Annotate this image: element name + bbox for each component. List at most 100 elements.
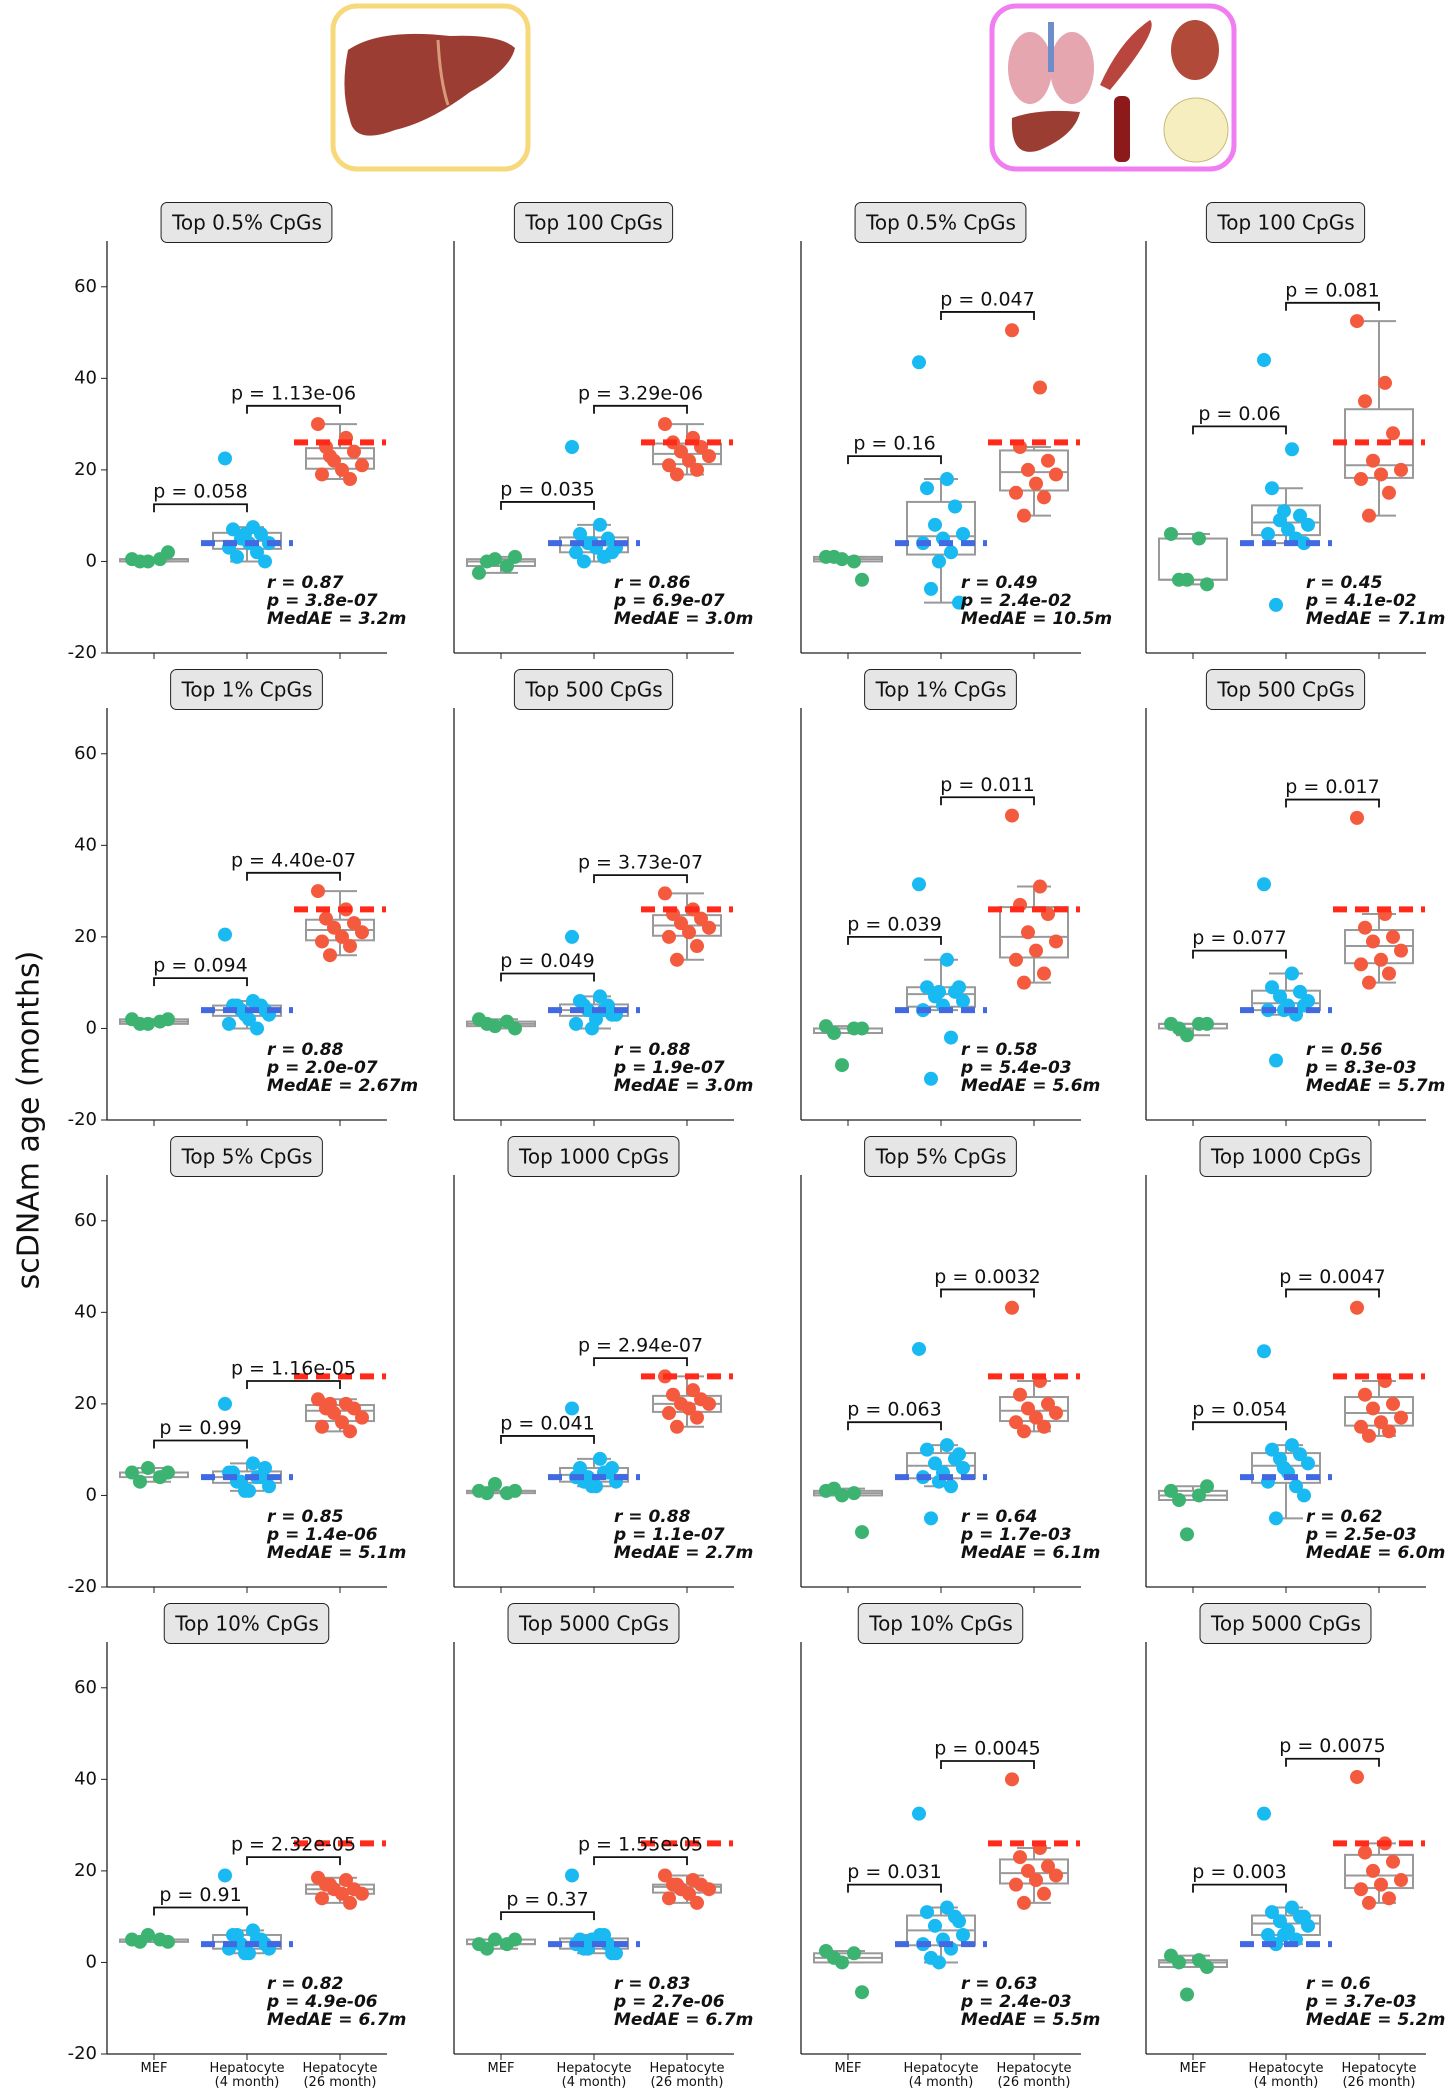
point [956,993,970,1008]
point [258,554,272,569]
comparison-bracket [153,1439,248,1449]
point [1029,943,1043,958]
point [670,467,684,482]
comparison-label: p = 3.73e-07 [578,852,703,874]
point [847,1946,861,1961]
stats-annotation: MedAE = 5.5m [961,2010,1100,2030]
point [1374,467,1388,482]
point [1180,1527,1194,1542]
y-tick-label: 40 [74,834,97,855]
comparison-bracket [940,311,1035,320]
comparison-label: p = 0.16 [853,433,935,455]
point [335,462,349,477]
x-tick-label-line: (26 month) [650,2075,723,2090]
point [262,1479,276,1494]
box [1158,537,1228,581]
point [343,939,357,954]
panel-title: Top 10% CpGs [174,1612,319,1636]
point [1200,1016,1214,1031]
point [218,1396,232,1411]
point [686,1383,700,1398]
point [1049,467,1063,482]
point [1261,1927,1275,1942]
comparison-label: p = 0.011 [940,774,1034,796]
point [658,1868,672,1883]
point [1285,1900,1299,1915]
point [956,1460,970,1475]
point [1293,984,1307,999]
panel-title-box [170,1136,323,1177]
point [238,1483,252,1498]
comparison-bracket [246,871,341,881]
stats-annotation: r = 0.87 [267,573,344,593]
y-tick-label: 0 [86,1484,97,1505]
point [855,1021,869,1036]
comparison-bracket [593,874,688,884]
point [488,1477,502,1491]
point [565,1868,579,1883]
panel-title: Top 1% CpGs [875,678,1007,702]
point [327,920,341,935]
y-tick-label: 20 [74,1393,97,1414]
stats-annotation: r = 0.86 [614,573,691,593]
point [1017,508,1031,523]
x-tick-label: Hepatocyte (26 month) [1342,2061,1417,2090]
point [1273,1914,1287,1929]
point [585,1021,599,1036]
comparison-bracket [1192,425,1287,435]
point [1386,426,1400,441]
point [920,980,934,995]
point [577,554,591,569]
x-tick-label-line: Hepatocyte [997,2061,1072,2076]
point [1029,1873,1043,1888]
point [682,1886,696,1901]
point [956,1927,970,1942]
point [161,1934,175,1949]
panel-title-box [1199,1603,1372,1644]
comparison-bracket [246,1380,341,1389]
organs-icon [989,3,1237,172]
point [1285,1438,1299,1453]
comparison-bracket [1285,798,1380,808]
panel-title: Top 100 CpGs [524,211,662,235]
y-tick-label: 0 [86,1951,97,1972]
point [569,545,583,560]
point [230,549,244,564]
stats-annotation: MedAE = 6.7m [614,2010,753,2030]
comparison-bracket [153,977,248,987]
x-tick-label: Hepatocyte (4 month) [904,2061,979,2090]
panel-title: Top 1000 CpGs [518,1145,669,1169]
point [323,1396,337,1411]
stats-annotation: r = 0.49 [961,573,1038,593]
point [1265,481,1279,496]
point [1382,1891,1396,1906]
point [593,517,607,532]
point [1029,1410,1043,1425]
point [912,877,926,892]
point [1293,508,1307,523]
comparison-bracket [500,501,595,510]
point [472,565,486,580]
point [835,1955,849,1970]
comparison-label: p = 0.047 [940,288,1034,310]
point [1017,975,1031,990]
x-tick-label: MEF [141,2061,168,2076]
comparison-bracket [940,1760,1035,1770]
point [335,929,349,944]
point [1358,394,1372,409]
point [1362,975,1376,990]
point [141,1927,155,1942]
point [1265,980,1279,995]
stats-annotation: p = 3.8e-07 [266,591,378,611]
point [1021,1863,1035,1878]
point [1009,952,1023,967]
x-tick-label: Hepatocyte (26 month) [303,2061,378,2090]
point [948,499,962,514]
point [1200,1479,1214,1494]
point [161,1012,175,1027]
point [682,453,696,468]
point [952,1447,966,1462]
point [593,989,607,1004]
point [593,1451,607,1466]
point [1277,1460,1291,1475]
